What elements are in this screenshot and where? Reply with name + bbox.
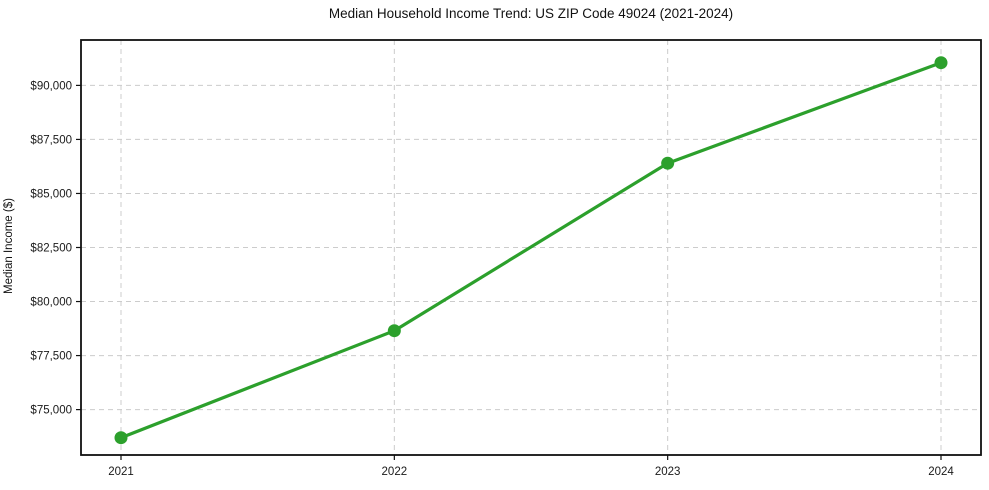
y-tick-label: $90,000 [30, 80, 72, 92]
y-tick-label: $75,000 [30, 405, 72, 417]
y-tick-label: $87,500 [30, 134, 72, 146]
data-point-2022 [387, 324, 401, 338]
data-point-2024 [934, 56, 948, 70]
x-tick-label: 2022 [382, 466, 408, 478]
y-tick-label: $82,500 [30, 243, 72, 255]
y-tick-label: $80,000 [30, 297, 72, 309]
y-tick-label: $77,500 [30, 351, 72, 363]
y-tick-label: $85,000 [30, 188, 72, 200]
data-point-2023 [661, 156, 675, 170]
x-tick-label: 2021 [108, 466, 134, 478]
data-point-2021 [114, 431, 128, 445]
chart-title: Median Household Income Trend: US ZIP Co… [328, 6, 734, 21]
x-tick-label: 2023 [655, 466, 681, 478]
plot-border [80, 39, 982, 456]
x-tick-label: 2024 [928, 466, 954, 478]
trend-line [119, 61, 943, 440]
